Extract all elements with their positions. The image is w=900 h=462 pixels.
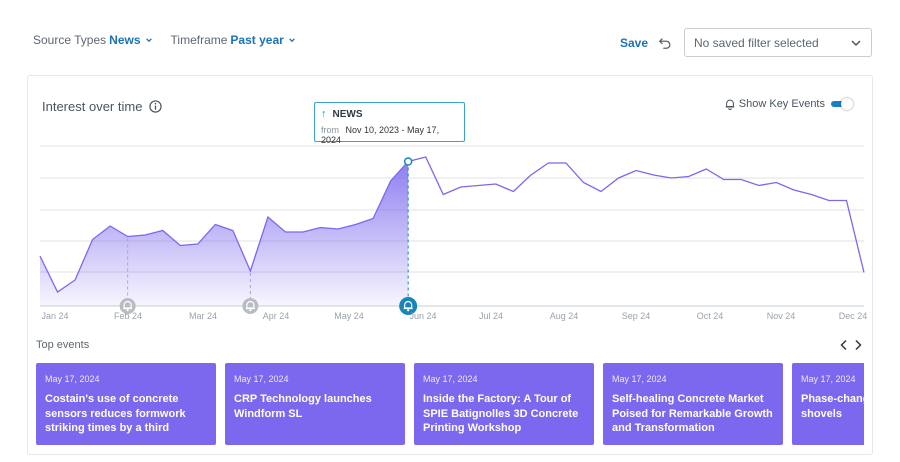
x-tick-label: Feb 24 bbox=[114, 311, 142, 321]
chart-title: Interest over time bbox=[42, 99, 143, 114]
key-event-marker bbox=[242, 298, 259, 314]
bell-icon bbox=[403, 300, 413, 310]
x-tick-label: Dec 24 bbox=[839, 311, 868, 321]
event-title: Inside the Factory: A Tour of SPIE Batig… bbox=[423, 393, 579, 434]
arrow-up-icon: ↑ bbox=[321, 108, 327, 120]
chevron-left-icon bbox=[840, 339, 847, 351]
event-title: Self-healing Concrete Market Poised for … bbox=[612, 393, 773, 434]
timeframe-value: Past year bbox=[230, 33, 284, 47]
event-title: Phase-change snow and ice shovels bbox=[801, 393, 864, 420]
filter-bar: Source Types News Timeframe Past year bbox=[33, 33, 314, 47]
saved-filter-value: No saved filter selected bbox=[694, 35, 819, 50]
undo-icon[interactable] bbox=[658, 36, 672, 50]
x-tick-label: Sep 24 bbox=[622, 311, 651, 321]
event-card[interactable]: May 17, 2024 Inside the Factory: A Tour … bbox=[414, 363, 594, 445]
timeframe-label: Timeframe bbox=[170, 33, 228, 47]
chevron-down-icon bbox=[851, 39, 861, 46]
event-date: May 17, 2024 bbox=[234, 374, 289, 384]
x-tick-label: Oct 24 bbox=[697, 311, 724, 321]
series-area bbox=[40, 161, 409, 306]
source-types-filter[interactable]: Source Types News bbox=[33, 33, 153, 47]
save-area: Save No saved filter selected bbox=[620, 28, 872, 57]
source-types-value: News bbox=[109, 33, 141, 47]
next-events-button[interactable] bbox=[852, 338, 864, 352]
timeframe-filter[interactable]: Timeframe Past year bbox=[171, 33, 296, 47]
x-tick-label: Jan 24 bbox=[41, 311, 68, 321]
key-event-marker bbox=[399, 297, 418, 315]
bell-clapper-icon bbox=[249, 309, 252, 312]
event-title: Costain's use of concrete sensors reduce… bbox=[45, 393, 186, 434]
interest-card: Jan 24 Feb 24 Mar 24 Apr 24 May 24 Jun 24 Jul … bbox=[27, 75, 873, 455]
show-key-events-control: Show Key Events bbox=[724, 98, 853, 110]
event-date: May 17, 2024 bbox=[423, 374, 478, 384]
highlight-point bbox=[403, 157, 413, 166]
bell-clapper-icon bbox=[407, 309, 410, 312]
tooltip-from-label: from bbox=[321, 125, 339, 135]
show-key-events-label: Show Key Events bbox=[738, 98, 825, 110]
interest-chart: Jan 24 Feb 24 Mar 24 Apr 24 May 24 Jun 24 Jul … bbox=[39, 145, 868, 321]
prev-events-button[interactable] bbox=[838, 338, 850, 352]
x-tick-label: Jun 24 bbox=[409, 311, 436, 321]
x-tick-label: Jul 24 bbox=[479, 311, 503, 321]
card-title: Interest over time bbox=[42, 99, 163, 114]
event-date: May 17, 2024 bbox=[801, 374, 856, 384]
tooltip-header: ↑ NEWS bbox=[321, 108, 458, 120]
events-nav bbox=[836, 338, 864, 352]
x-tick-label: Mar 24 bbox=[189, 311, 217, 321]
tooltip-range: from Nov 10, 2023 - May 17, 2024 bbox=[321, 125, 458, 145]
info-icon[interactable] bbox=[149, 100, 163, 113]
series-line bbox=[39, 156, 865, 293]
toggle-knob bbox=[841, 98, 853, 110]
bell-icon bbox=[245, 300, 255, 310]
chart-tooltip: ↑ NEWS from Nov 10, 2023 - May 17, 2024 bbox=[314, 102, 465, 145]
events-carousel: May 17, 2024 Costain's use of concrete s… bbox=[36, 363, 864, 446]
event-card[interactable]: May 17, 2024 Costain's use of concrete s… bbox=[36, 363, 216, 445]
event-card[interactable]: May 17, 2024 Phase-change snow and ice s… bbox=[792, 363, 864, 445]
event-card[interactable]: May 17, 2024 Self-healing Concrete Marke… bbox=[603, 363, 783, 445]
top-events-label: Top events bbox=[36, 339, 90, 351]
bell-icon bbox=[123, 300, 133, 310]
event-title: CRP Technology launches Windform SL bbox=[234, 393, 372, 420]
save-button[interactable]: Save bbox=[619, 35, 648, 50]
x-tick-label: Nov 24 bbox=[767, 311, 796, 321]
event-date: May 17, 2024 bbox=[612, 374, 667, 384]
bell-clapper-icon bbox=[126, 309, 129, 312]
chevron-right-icon bbox=[855, 339, 862, 351]
tooltip-series: NEWS bbox=[332, 108, 363, 120]
source-types-label: Source Types bbox=[33, 33, 107, 47]
event-date: May 17, 2024 bbox=[45, 374, 100, 384]
x-tick-label: Aug 24 bbox=[550, 311, 579, 321]
x-tick-label: May 24 bbox=[334, 311, 364, 321]
chevron-down-icon bbox=[288, 38, 295, 43]
chevron-down-icon bbox=[145, 38, 152, 43]
bell-icon bbox=[725, 99, 735, 110]
event-card[interactable]: May 17, 2024 CRP Technology launches Win… bbox=[225, 363, 405, 445]
key-event-marker bbox=[119, 298, 136, 314]
saved-filter-select[interactable]: No saved filter selected bbox=[684, 28, 872, 57]
tooltip-range-value: Nov 10, 2023 - May 17, 2024 bbox=[321, 125, 440, 145]
x-tick-label: Apr 24 bbox=[263, 311, 290, 321]
show-key-events-toggle[interactable] bbox=[831, 98, 853, 110]
